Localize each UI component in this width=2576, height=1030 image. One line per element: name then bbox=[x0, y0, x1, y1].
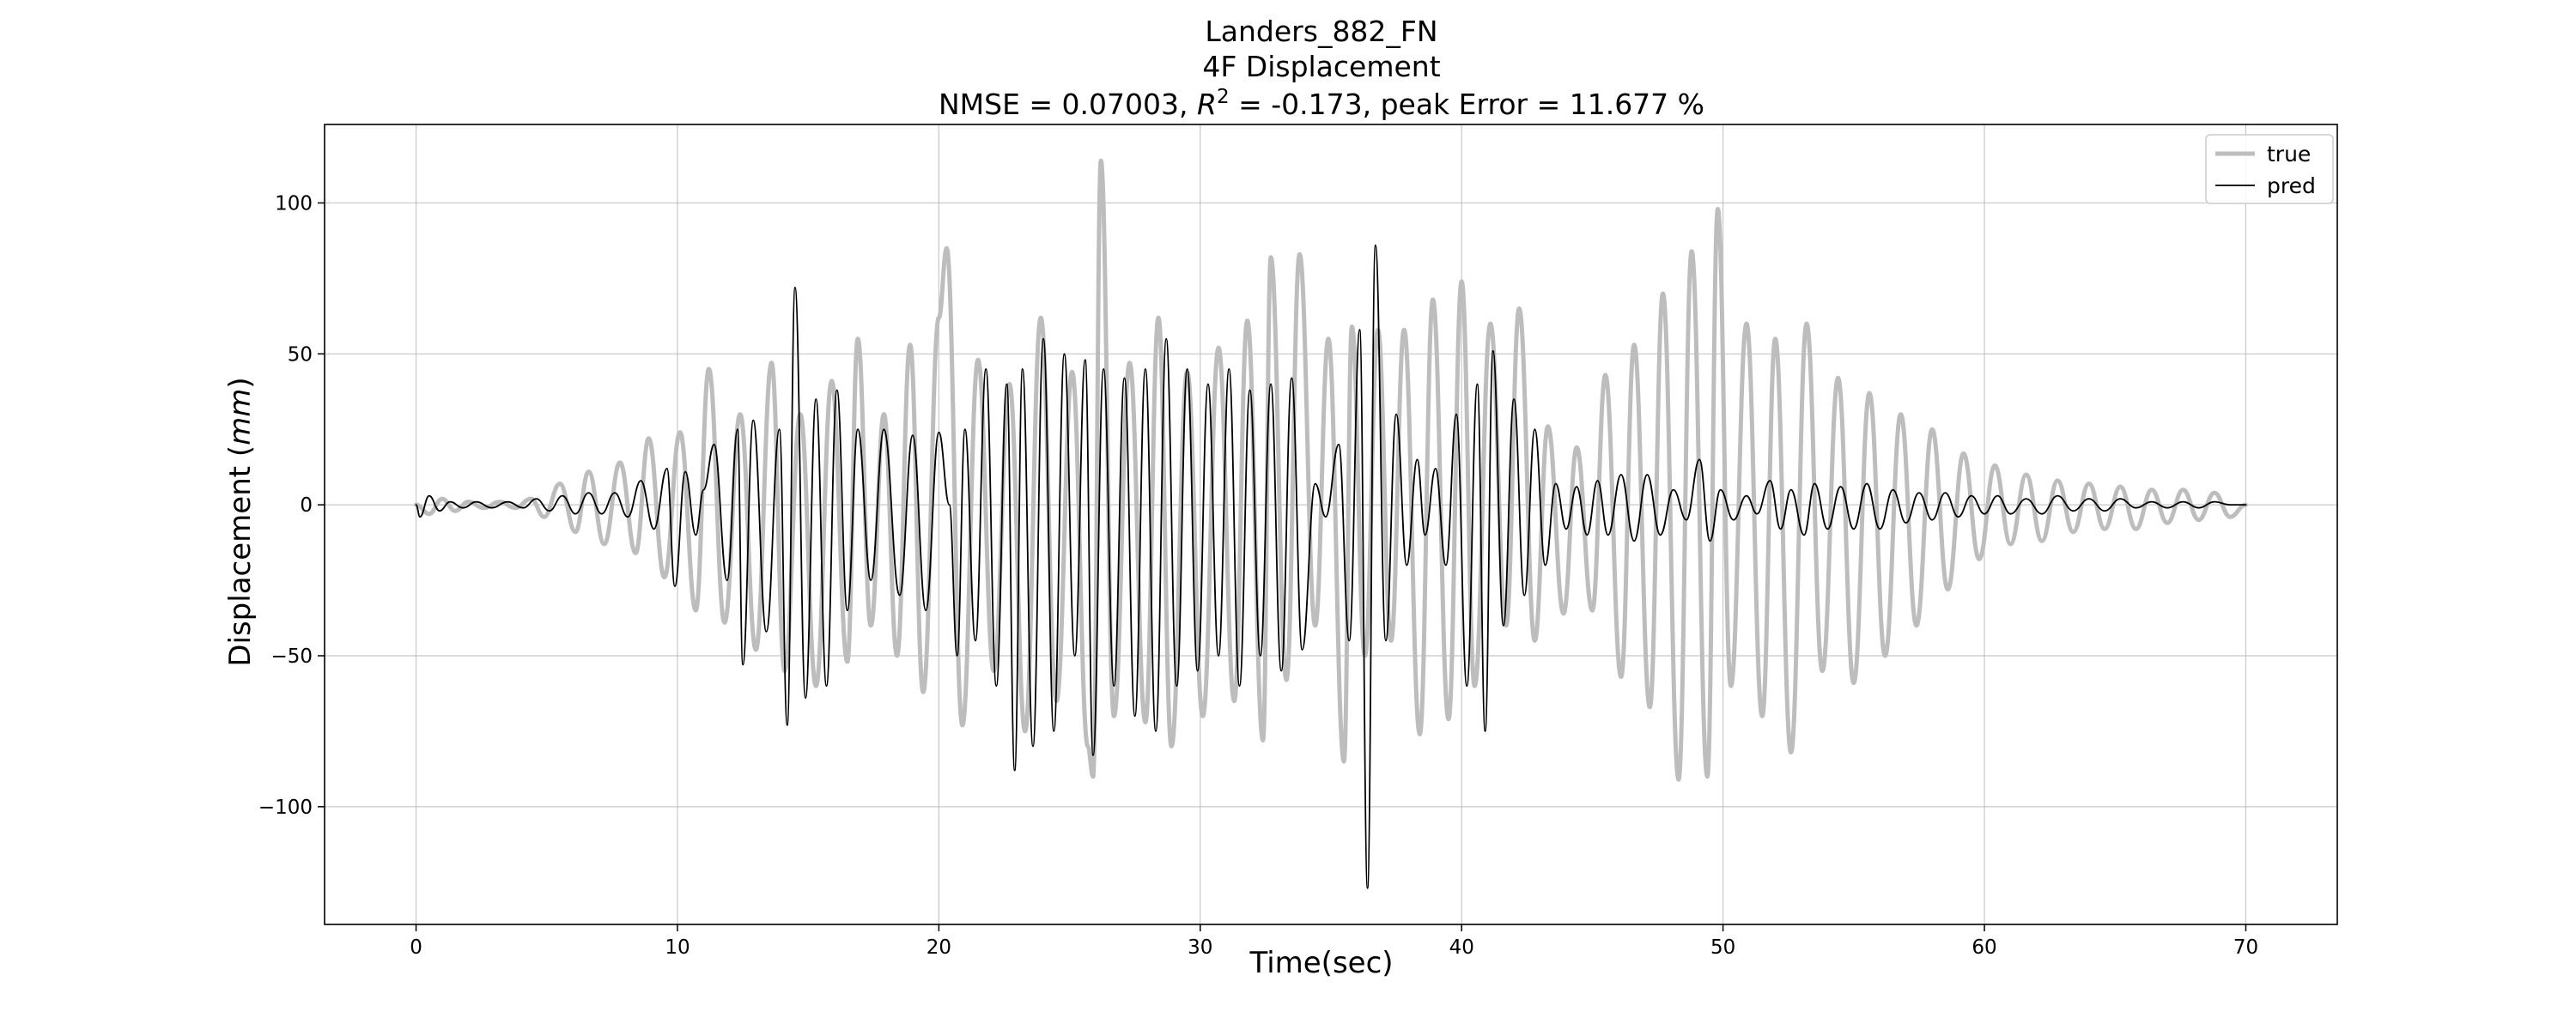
r2-exponent: 2 bbox=[1217, 86, 1230, 108]
y-tick-label: −100 bbox=[258, 797, 313, 819]
x-tick-label: 40 bbox=[1449, 936, 1474, 959]
y-axis-label-unit: mm bbox=[223, 389, 258, 445]
x-tick-label: 60 bbox=[1971, 936, 1996, 959]
series-line-pred bbox=[415, 244, 2247, 889]
x-tick-label: 50 bbox=[1710, 936, 1735, 959]
x-tick-label: 20 bbox=[927, 936, 951, 959]
r2-symbol: R bbox=[1197, 88, 1217, 121]
y-tick-label: 0 bbox=[300, 494, 313, 517]
x-tick-label: 30 bbox=[1188, 936, 1212, 959]
x-tick-label: 10 bbox=[665, 936, 690, 959]
y-axis-ticks: −100 −50 0 50 100 bbox=[258, 192, 325, 819]
x-tick-label: 70 bbox=[2233, 936, 2258, 959]
series-layer bbox=[414, 158, 2248, 889]
y-tick-label: −50 bbox=[270, 645, 313, 668]
axes-frame bbox=[324, 124, 2338, 925]
nmse-text: NMSE = 0.07003, bbox=[939, 88, 1197, 121]
chart-title-line-1: Landers_882_FN bbox=[1205, 15, 1437, 48]
x-tick-label: 0 bbox=[410, 936, 422, 959]
y-axis-label-suffix: ) bbox=[223, 377, 258, 388]
chart-title-line-2: 4F Displacement bbox=[1202, 50, 1440, 83]
y-tick-label: 100 bbox=[275, 192, 313, 215]
x-axis-ticks: 0 10 20 30 40 50 60 70 bbox=[410, 924, 2258, 959]
y-tick-label: 50 bbox=[288, 343, 313, 366]
legend-label-pred: pred bbox=[2267, 173, 2316, 198]
plot-area: 0 10 20 30 40 50 60 70 −100 −50 0 50 100 bbox=[258, 124, 2338, 959]
legend-label-true: true bbox=[2267, 142, 2311, 167]
x-axis-label: Time(sec) bbox=[1249, 946, 1393, 980]
r2-suffix: = -0.173, peak Error = 11.677 % bbox=[1230, 88, 1704, 121]
y-axis-label: Displacement (mm) bbox=[223, 377, 258, 666]
legend: true pred bbox=[2205, 134, 2334, 204]
series-line-true bbox=[414, 158, 2248, 782]
chart-metrics-line: NMSE = 0.07003, R2 = -0.173, peak Error … bbox=[939, 86, 1704, 121]
y-axis-label-prefix: Displacement ( bbox=[223, 445, 258, 667]
